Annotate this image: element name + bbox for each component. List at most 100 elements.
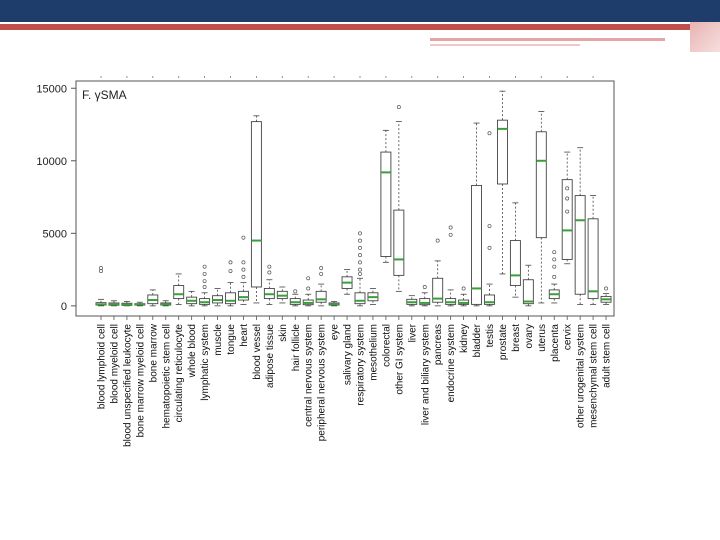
outlier-point (202, 271, 207, 276)
decorative-line (430, 38, 665, 41)
x-tick-label: other urogenital system (576, 324, 587, 428)
outlier-point (267, 264, 272, 269)
x-tick-label: testis (485, 324, 496, 347)
outlier-point (267, 270, 272, 275)
box-21: mesothelium (367, 288, 379, 381)
iqr-box (509, 240, 521, 286)
header-corner-decoration (690, 22, 720, 52)
box-28: kidney (458, 286, 470, 353)
box-33: ovary (522, 264, 535, 348)
x-tick-label: eye (330, 324, 341, 341)
header-stripe (0, 24, 720, 30)
outlier-point (487, 131, 492, 136)
box-36: cervix (561, 151, 574, 350)
x-tick-label: adipose tissue (265, 324, 276, 388)
outlier-point (487, 245, 492, 250)
outlier-point (241, 267, 246, 272)
outlier-point (358, 245, 362, 250)
box-0: blood lymphoid cell (95, 266, 108, 409)
box-29: bladder (471, 122, 483, 357)
x-tick-label: muscle (213, 324, 224, 356)
iqr-box (225, 292, 236, 305)
iqr-box (471, 184, 482, 305)
outlier-point (202, 285, 207, 289)
outlier-point (358, 231, 362, 236)
x-tick-label: whole blood (187, 324, 198, 378)
x-tick-label: colorectal (381, 324, 392, 367)
iqr-box (574, 195, 586, 295)
box-37: other urogenital system (574, 147, 587, 428)
outlier-point (358, 271, 362, 276)
outlier-point (306, 286, 311, 291)
outlier-point (241, 235, 246, 240)
x-tick-label: tongue (226, 324, 237, 355)
box-13: adipose tissue (263, 264, 276, 388)
outlier-point (319, 271, 324, 276)
outlier-point (435, 238, 440, 243)
x-tick-label: hair follicle (291, 324, 302, 372)
box-32: breast (509, 202, 522, 352)
x-tick-label: hematopoietic stem cell (161, 324, 172, 429)
x-tick-label: blood lymphoid cell (97, 324, 108, 409)
box-19: salivary gland (341, 269, 354, 385)
box-11: heart (237, 235, 250, 347)
x-tick-label: circulating reticulocyte (174, 324, 185, 423)
chart-title: F. γSMA (82, 88, 127, 102)
box-1: blood myeloid cell (108, 300, 120, 404)
outlier-point (202, 279, 207, 284)
box-17: peripheral nervous system (315, 266, 328, 441)
x-tick-label: blood myeloid cell (109, 324, 120, 404)
outlier-point (565, 196, 570, 201)
iqr-box (173, 285, 185, 300)
y-tick-label: 5000 (43, 228, 67, 240)
iqr-box (432, 277, 444, 303)
x-tick-label: bladder (472, 323, 483, 357)
x-tick-label: respiratory system (356, 324, 367, 406)
x-tick-label: bone marrow myeloid cell (135, 324, 146, 437)
box-23: other GI system (393, 105, 405, 395)
x-tick-label: lymphatic system (200, 324, 211, 401)
x-tick-label: heart (239, 324, 250, 347)
x-tick-label: prostate (498, 324, 509, 361)
box-5: hematopoietic stem cell (160, 300, 172, 429)
outlier-point (552, 274, 557, 279)
iqr-box (380, 151, 392, 257)
box-38: mesenchymal stem cell (587, 195, 600, 428)
box-22: colorectal (380, 129, 392, 367)
outlier-point (552, 264, 557, 269)
x-tick-label: mesenchymal stem cell (589, 324, 600, 428)
x-tick-label: blood vessel (252, 324, 263, 380)
x-tick-label: mesothelium (368, 324, 379, 381)
outlier-point (202, 264, 207, 269)
x-tick-label: liver and biliary system (420, 324, 431, 425)
box-30: testis (484, 131, 496, 347)
outlier-point (565, 209, 570, 214)
box-25: liver and biliary system (419, 285, 431, 425)
outlier-point (422, 285, 427, 289)
box-8: lymphatic system (199, 264, 211, 401)
outlier-point (241, 260, 246, 265)
iqr-box (587, 218, 599, 300)
box-20: respiratory system (354, 231, 367, 406)
outlier-point (228, 260, 233, 265)
x-tick-label: peripheral nervous system (317, 324, 328, 441)
box-2: blood unspecified leukocyte (121, 301, 133, 447)
x-tick-label: blood unspecified leukocyte (122, 324, 133, 447)
iqr-box (484, 294, 495, 305)
box-14: skin (276, 286, 289, 342)
x-tick-label: kidney (459, 324, 470, 353)
x-tick-label: adult stem cell (602, 324, 613, 388)
outlier-point (487, 224, 492, 229)
box-34: uterus (535, 111, 548, 352)
iqr-box (237, 290, 249, 301)
x-tick-label: pancreas (433, 324, 444, 365)
x-tick-label: skin (278, 324, 289, 342)
box-27: endocrine system (445, 225, 457, 402)
outlier-point (604, 286, 609, 291)
x-tick-label: placenta (550, 324, 561, 362)
plot-frame (75, 80, 615, 317)
iqr-box (522, 279, 534, 305)
box-3: bone marrow myeloid cell (134, 301, 146, 437)
x-tick-label: ovary (524, 324, 535, 348)
iqr-box (315, 290, 327, 303)
